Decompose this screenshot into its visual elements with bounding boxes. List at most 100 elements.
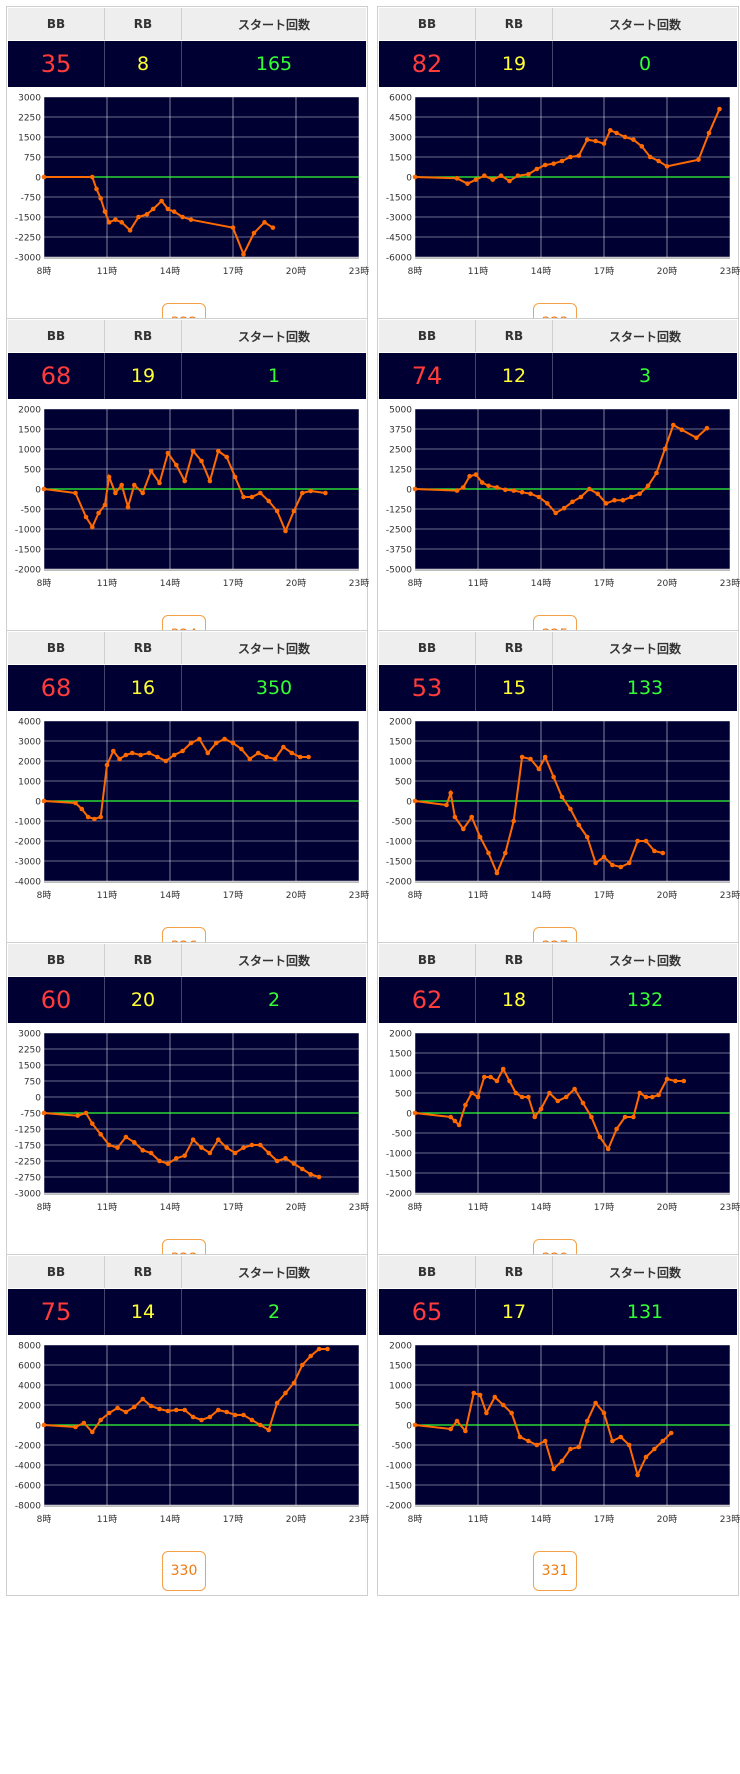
data-point [639, 144, 645, 149]
data-point [306, 754, 311, 760]
x-tick-label: 20時 [657, 578, 677, 589]
bb-header: BB [8, 632, 105, 664]
start-count: 131 [626, 1301, 664, 1323]
data-point [75, 1113, 80, 1118]
x-tick-label: 23時 [349, 1514, 369, 1525]
data-point [475, 1094, 481, 1100]
y-tick-label: 0 [406, 798, 412, 808]
machine-number-button[interactable]: 331 [533, 1551, 577, 1591]
data-point [559, 794, 565, 800]
y-tick-label: 1500 [389, 738, 412, 748]
y-tick-label: -1250 [15, 1126, 41, 1136]
start-value-cell: 2 [182, 977, 366, 1023]
data-point [83, 1110, 89, 1116]
data-point [157, 1158, 162, 1164]
data-point [157, 480, 162, 486]
data-point [216, 1407, 221, 1413]
y-tick-label: 0 [406, 1422, 412, 1432]
data-point [610, 862, 615, 868]
data-point [448, 790, 453, 796]
x-tick-label: 8時 [37, 890, 52, 901]
y-tick-label: 500 [24, 466, 41, 476]
y-tick-label: 0 [406, 174, 412, 184]
data-point [622, 134, 628, 140]
data-point [270, 225, 276, 230]
y-tick-label: 750 [24, 1078, 41, 1088]
data-point [90, 1429, 95, 1435]
data-point [249, 1417, 255, 1423]
rb-count: 15 [501, 677, 527, 699]
data-point [197, 736, 202, 742]
rb-value-cell: 18 [476, 977, 553, 1023]
data-point [41, 1422, 47, 1428]
x-tick-label: 23時 [720, 266, 740, 277]
data-point [283, 1156, 288, 1161]
data-point [664, 164, 670, 169]
y-tick-label: -6000 [386, 254, 412, 264]
data-point [213, 740, 219, 746]
data-point [251, 230, 257, 236]
bb-header: BB [379, 320, 476, 352]
data-point [224, 454, 229, 460]
data-point [494, 485, 500, 490]
machine-card: BB RB スタート回数 75 14 2 8000 6000 4000 2000 0 -2000 -40… [6, 1254, 369, 1596]
data-point [258, 1422, 263, 1428]
data-point [300, 490, 305, 496]
rb-header: RB [476, 8, 553, 40]
data-point [266, 1427, 272, 1433]
bb-count: 65 [411, 1298, 443, 1326]
start-count: 165 [255, 53, 293, 75]
data-point [618, 1434, 624, 1440]
x-tick-label: 23時 [349, 578, 369, 589]
data-point [631, 137, 636, 142]
y-tick-label: 1500 [389, 154, 412, 164]
data-point [643, 1454, 649, 1460]
x-tick-label: 23時 [720, 890, 740, 901]
data-point [448, 1114, 453, 1120]
data-point [572, 1086, 577, 1092]
data-point [163, 758, 169, 764]
stat-header-row: BB RB スタート回数 [8, 944, 366, 976]
data-point [90, 1121, 95, 1126]
data-point [601, 141, 607, 146]
data-point [580, 1100, 586, 1106]
x-tick-label: 17時 [594, 1202, 614, 1213]
x-tick-label: 20時 [286, 578, 306, 589]
data-point [559, 158, 565, 164]
data-point [519, 1094, 525, 1100]
data-point [90, 174, 95, 180]
profit-chart: 2000 1500 1000 500 0 -500 -1000 -1500 -2000 8時 11時… [386, 1030, 740, 1214]
y-tick-label: -5000 [386, 566, 412, 576]
data-point [174, 1407, 179, 1413]
rb-header: RB [105, 1256, 182, 1288]
data-point [545, 501, 550, 506]
x-tick-label: 14時 [531, 578, 551, 589]
data-point [444, 802, 449, 808]
y-tick-label: -8000 [15, 1502, 41, 1512]
data-point [283, 528, 288, 534]
data-point [637, 1090, 642, 1096]
data-point [119, 220, 124, 225]
y-tick-label: 2500 [389, 446, 412, 456]
y-tick-label: -1500 [386, 1170, 412, 1180]
data-point [681, 1078, 687, 1084]
y-tick-label: -750 [21, 1110, 42, 1120]
x-tick-label: 17時 [594, 1514, 614, 1525]
data-point [182, 1153, 187, 1158]
machine-card: BB RB スタート回数 53 15 133 2000 1500 1000 500 0 -500 -10… [377, 630, 740, 972]
data-point [542, 754, 548, 760]
bb-value-cell: 35 [8, 41, 105, 87]
machine-number-button[interactable]: 330 [162, 1551, 206, 1591]
stat-values-row: 35 8 165 [8, 41, 366, 87]
start-value-cell: 133 [553, 665, 737, 711]
machine-card: BB RB スタート回数 65 17 131 2000 1500 1000 500 0 -500 -10… [377, 1254, 740, 1596]
x-tick-label: 20時 [657, 1202, 677, 1213]
stat-values-row: 62 18 132 [379, 977, 737, 1023]
data-point [473, 472, 479, 477]
x-tick-label: 20時 [657, 1514, 677, 1525]
x-tick-label: 11時 [97, 890, 117, 901]
x-tick-label: 8時 [408, 890, 423, 901]
bb-value-cell: 60 [8, 977, 105, 1023]
x-tick-label: 23時 [720, 578, 740, 589]
y-tick-label: 500 [395, 1090, 412, 1100]
